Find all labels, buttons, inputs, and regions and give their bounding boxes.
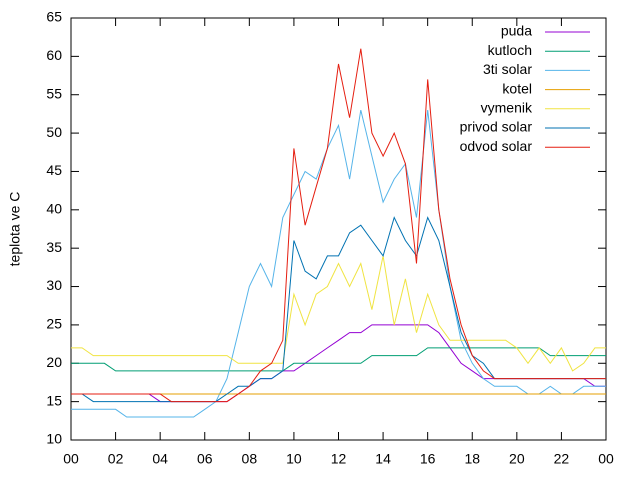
- x-tick-label: 14: [375, 451, 391, 467]
- legend-label: puda: [501, 23, 532, 39]
- legend-label: privod solar: [460, 119, 533, 135]
- y-tick-label: 10: [46, 431, 62, 447]
- x-tick-label: 00: [598, 451, 614, 467]
- series-line: [71, 255, 606, 372]
- x-tick-label: 22: [554, 451, 570, 467]
- x-tick-label: 00: [63, 451, 79, 467]
- x-tick-label: 10: [286, 451, 302, 467]
- y-tick-label: 35: [46, 239, 62, 255]
- y-tick-label: 45: [46, 162, 62, 178]
- y-tick-label: 65: [46, 9, 62, 25]
- x-tick-label: 02: [108, 451, 124, 467]
- series-line: [71, 48, 606, 403]
- series-line: [71, 109, 606, 418]
- x-tick-label: 06: [197, 451, 213, 467]
- x-tick-label: 20: [509, 451, 525, 467]
- y-tick-label: 50: [46, 124, 62, 140]
- legend-label: kotel: [502, 80, 532, 96]
- legend-label: kutloch: [488, 42, 532, 58]
- x-tick-label: 04: [152, 451, 168, 467]
- x-tick-label: 16: [420, 451, 436, 467]
- y-tick-label: 25: [46, 316, 62, 332]
- y-axis-label: teplota ve C: [7, 192, 23, 267]
- y-tick-label: 40: [46, 201, 62, 217]
- legend-label: 3ti solar: [483, 61, 532, 77]
- legend-label: vymenik: [481, 100, 533, 116]
- x-tick-label: 08: [242, 451, 258, 467]
- y-tick-label: 55: [46, 85, 62, 101]
- y-tick-label: 20: [46, 354, 62, 370]
- x-tick-label: 12: [331, 451, 347, 467]
- series-line: [71, 216, 606, 403]
- y-tick-label: 60: [46, 47, 62, 63]
- x-tick-label: 18: [464, 451, 480, 467]
- legend-label: odvod solar: [460, 138, 533, 154]
- y-tick-label: 15: [46, 392, 62, 408]
- y-tick-label: 30: [46, 277, 62, 293]
